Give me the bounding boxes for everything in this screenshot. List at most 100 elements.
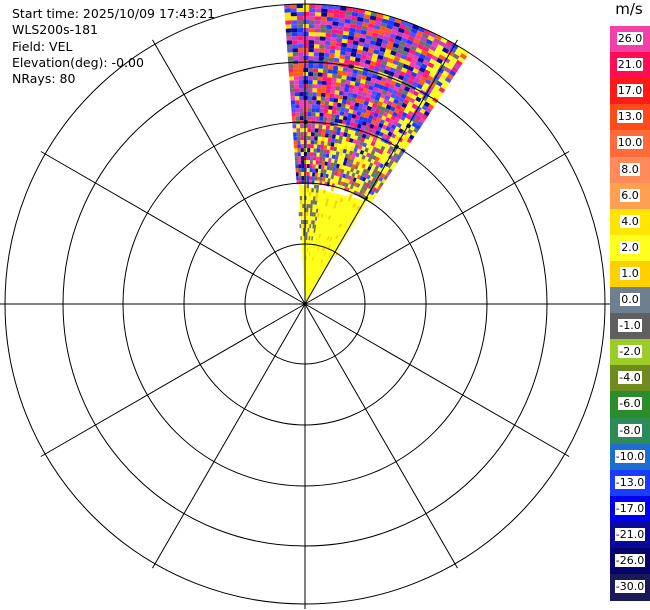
velocity-gate bbox=[375, 117, 382, 123]
velocity-gate bbox=[384, 166, 390, 172]
velocity-gate bbox=[340, 127, 345, 133]
velocity-gate bbox=[326, 24, 333, 30]
velocity-gate bbox=[346, 71, 353, 77]
velocity-gate bbox=[342, 95, 348, 101]
velocity-gate bbox=[352, 160, 357, 165]
velocity-gate bbox=[291, 20, 298, 25]
velocity-gate bbox=[403, 46, 411, 53]
velocity-gate bbox=[381, 18, 389, 24]
velocity-gate bbox=[426, 75, 434, 82]
velocity-gate bbox=[325, 157, 329, 162]
velocity-gate bbox=[417, 57, 425, 64]
velocity-gate bbox=[303, 80, 309, 84]
velocity-gate bbox=[380, 106, 386, 112]
velocity-gate bbox=[396, 91, 403, 97]
velocity-gate bbox=[294, 156, 298, 161]
velocity-gate bbox=[320, 104, 325, 109]
velocity-gate bbox=[316, 152, 320, 157]
velocity-gate bbox=[303, 76, 309, 80]
velocity-gate bbox=[318, 128, 323, 133]
velocity-gate bbox=[415, 96, 422, 103]
velocity-gate bbox=[315, 168, 319, 173]
velocity-gate bbox=[421, 32, 430, 39]
velocity-gate bbox=[313, 68, 319, 73]
velocity-gate bbox=[368, 171, 373, 176]
velocity-gate bbox=[398, 128, 404, 134]
velocity-gate bbox=[338, 90, 344, 96]
velocity-gate bbox=[396, 113, 402, 119]
velocity-gate bbox=[393, 85, 400, 92]
velocity-gate bbox=[385, 117, 391, 123]
velocity-gate bbox=[375, 79, 382, 85]
velocity-gate bbox=[307, 144, 311, 149]
velocity-gate bbox=[373, 173, 379, 179]
velocity-gate bbox=[344, 55, 351, 61]
velocity-gate bbox=[326, 117, 332, 122]
velocity-gate bbox=[342, 115, 348, 121]
velocity-gate bbox=[312, 84, 318, 89]
velocity-gate bbox=[289, 80, 295, 85]
velocity-gate bbox=[348, 88, 354, 94]
velocity-gate bbox=[355, 77, 362, 83]
velocity-gate bbox=[344, 174, 349, 179]
velocity-gate bbox=[347, 175, 352, 180]
velocity-gate bbox=[424, 42, 432, 49]
velocity-gate bbox=[350, 134, 355, 139]
velocity-gate bbox=[297, 48, 304, 53]
velocity-gate bbox=[400, 124, 406, 131]
velocity-gate bbox=[298, 76, 304, 81]
velocity-gate bbox=[302, 4, 310, 8]
velocity-gate bbox=[285, 20, 292, 25]
velocity-gate bbox=[354, 57, 361, 63]
velocity-gate bbox=[410, 28, 418, 34]
velocity-gate bbox=[357, 145, 363, 150]
velocity-gate bbox=[313, 228, 316, 233]
velocity-gate bbox=[295, 164, 299, 169]
velocity-gate bbox=[352, 168, 358, 174]
velocity-gate bbox=[340, 144, 345, 149]
velocity-gate bbox=[394, 126, 401, 132]
velocity-gate bbox=[357, 90, 363, 96]
velocity-gate bbox=[438, 86, 446, 94]
velocity-gate bbox=[410, 58, 418, 65]
velocity-gate bbox=[298, 176, 302, 181]
velocity-gate bbox=[360, 180, 365, 186]
velocity-gate bbox=[367, 139, 373, 145]
velocity-gate bbox=[345, 51, 352, 57]
velocity-gate bbox=[351, 72, 358, 78]
velocity-gate bbox=[374, 121, 380, 127]
velocity-gate bbox=[421, 104, 428, 111]
velocity-gate bbox=[287, 56, 294, 61]
velocity-gate bbox=[327, 141, 332, 147]
velocity-gate bbox=[419, 117, 426, 124]
velocity-gate bbox=[327, 4, 335, 10]
velocity-gate bbox=[324, 52, 330, 58]
velocity-gate bbox=[319, 108, 325, 113]
velocity-gate bbox=[362, 21, 369, 28]
velocity-gate bbox=[367, 148, 373, 154]
velocity-gate bbox=[301, 164, 305, 169]
velocity-gate bbox=[303, 148, 308, 152]
velocity-gate bbox=[351, 172, 356, 178]
velocity-gate bbox=[409, 125, 416, 131]
velocity-gate bbox=[325, 173, 329, 179]
velocity-gate bbox=[313, 152, 317, 157]
velocity-gate bbox=[383, 86, 389, 92]
velocity-gate bbox=[332, 21, 339, 26]
velocity-gate bbox=[391, 63, 398, 70]
velocity-gate bbox=[383, 120, 389, 127]
velocity-gate bbox=[307, 108, 312, 113]
velocity-gate bbox=[292, 48, 298, 53]
velocity-gate bbox=[371, 90, 378, 96]
velocity-gate bbox=[375, 92, 382, 98]
velocity-gate bbox=[398, 151, 404, 157]
velocity-gate bbox=[396, 31, 404, 38]
velocity-gate bbox=[310, 144, 314, 149]
velocity-gate bbox=[400, 37, 408, 43]
velocity-gate bbox=[402, 121, 408, 127]
velocity-gate bbox=[312, 224, 315, 229]
velocity-gate bbox=[370, 94, 376, 100]
velocity-gate bbox=[309, 8, 316, 13]
velocity-gate bbox=[354, 102, 360, 108]
velocity-gate bbox=[320, 169, 324, 174]
